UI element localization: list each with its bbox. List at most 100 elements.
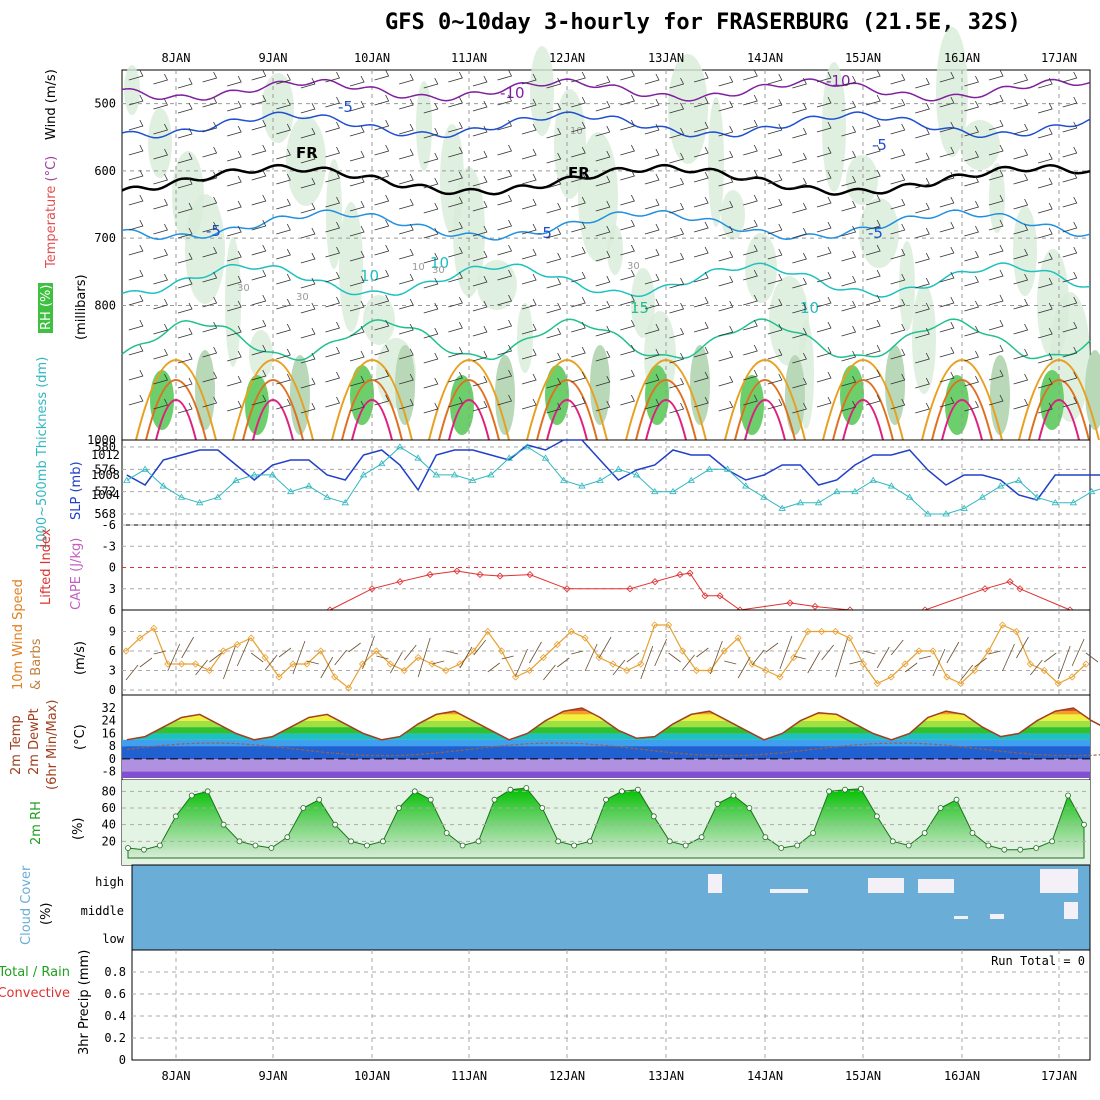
lifted-index-marker xyxy=(426,571,434,579)
rh-shade xyxy=(960,120,1000,170)
thickness-marker xyxy=(1069,499,1078,506)
wind-barb xyxy=(915,402,930,414)
wind-barb xyxy=(325,396,341,408)
wind-barb xyxy=(202,271,218,283)
wind-barb xyxy=(841,100,857,112)
wind-barb xyxy=(939,321,955,333)
wind-barb xyxy=(612,659,626,676)
wind-barb xyxy=(598,636,612,659)
rh-shade xyxy=(326,159,342,269)
wind-barb xyxy=(251,244,267,256)
wind-barb xyxy=(1013,273,1029,285)
lifted-index-marker xyxy=(651,578,659,586)
surface-temp-contour xyxy=(546,399,588,441)
date-label-bottom: 8JAN xyxy=(162,1069,191,1083)
wind-barb xyxy=(153,373,168,385)
rh-shade xyxy=(769,276,809,366)
wind-barb xyxy=(841,75,857,87)
wind-barb xyxy=(693,296,709,308)
rh-marker xyxy=(443,830,450,836)
surface-temp-contour xyxy=(448,399,490,441)
wind-barb xyxy=(448,146,463,158)
wind-barb xyxy=(988,394,1004,406)
wind-barb xyxy=(472,275,488,287)
precip-units-label: 3hr Precip (mm) xyxy=(77,950,92,1055)
rh-shade xyxy=(668,54,708,164)
precip-tick: 0.2 xyxy=(104,1031,126,1045)
wind-barb xyxy=(988,269,1004,281)
rh-tick: 60 xyxy=(102,801,116,815)
wind-barb xyxy=(1013,223,1029,235)
wind-barb xyxy=(620,169,635,181)
wind-barb xyxy=(964,75,979,87)
surface-temp-contour xyxy=(526,359,608,441)
surface-temp-contour xyxy=(625,359,707,441)
thickness-marker xyxy=(942,510,950,517)
wind-barb xyxy=(497,294,513,306)
wind-barb xyxy=(644,123,660,135)
wind-speed-marker xyxy=(511,673,520,681)
surface-temp-contour xyxy=(341,379,403,441)
thickness-marker xyxy=(214,493,222,500)
wind-barb xyxy=(792,402,807,414)
wind-barb xyxy=(1016,636,1029,659)
wind-barb xyxy=(349,350,365,362)
wind-barb xyxy=(693,396,709,408)
wind-barb xyxy=(472,375,488,387)
rh2m-label: 2m RH xyxy=(29,801,44,845)
thickness-marker xyxy=(323,493,331,500)
wind-barb xyxy=(223,645,236,680)
wind-barb xyxy=(792,277,807,289)
wind-barb xyxy=(644,323,660,335)
surface-temp-contour xyxy=(242,379,304,441)
wind-barb xyxy=(816,321,832,333)
surface-temp-contour xyxy=(645,399,687,441)
wind-barb xyxy=(546,252,562,264)
wind-barb xyxy=(988,219,1004,231)
rh-marker xyxy=(395,805,402,811)
rh-marker xyxy=(1081,821,1087,828)
thickness-marker xyxy=(960,504,968,511)
wind-barb xyxy=(497,244,513,256)
rh-shade xyxy=(124,65,140,115)
wind-barb xyxy=(1038,402,1053,414)
wind-barb xyxy=(497,119,513,131)
wind-barb xyxy=(300,127,316,139)
wind-barb xyxy=(767,298,783,310)
wind-barb xyxy=(682,654,695,671)
wind-barb xyxy=(325,121,341,133)
wind-barb xyxy=(669,277,685,289)
contour-label: 10 xyxy=(412,262,425,273)
wind-barb xyxy=(835,637,848,678)
cloud-block xyxy=(770,889,808,893)
wind-barb xyxy=(227,225,242,237)
wind-barb xyxy=(497,144,513,156)
wind-barb xyxy=(497,219,513,231)
wind-barb xyxy=(964,375,979,387)
thickness-marker xyxy=(778,504,786,511)
thickness-marker xyxy=(1015,476,1023,483)
wind-barb xyxy=(890,73,906,85)
surface-temp-contour xyxy=(832,379,894,441)
rh2m-panel xyxy=(121,779,1091,866)
surface-temp-contour xyxy=(1038,399,1080,441)
wind-barb xyxy=(325,371,341,383)
wind-barb xyxy=(300,352,316,364)
wind-barb xyxy=(374,194,390,206)
wind-barb xyxy=(153,173,168,185)
wind-barb xyxy=(1002,643,1015,672)
rh-shade xyxy=(477,260,517,310)
wind-speed-marker xyxy=(372,647,381,655)
temp-tick: 24 xyxy=(102,714,116,728)
wind-speed-marker xyxy=(595,653,603,662)
rh-marker xyxy=(682,842,689,849)
date-label-top: 15JAN xyxy=(845,51,881,65)
date-axis-bottom: 8JAN 9JAN 10JAN 11JAN 12JAN 13JAN 14JAN 15JAN 16… xyxy=(162,1069,1078,1083)
wind-barb xyxy=(1038,377,1053,389)
lifted-index-marker xyxy=(686,569,694,577)
contour-label: 10 xyxy=(570,126,583,137)
wind-barb xyxy=(751,649,765,666)
wind-barb xyxy=(423,127,439,139)
wind-barb xyxy=(743,319,758,331)
rh-marker xyxy=(587,838,593,845)
